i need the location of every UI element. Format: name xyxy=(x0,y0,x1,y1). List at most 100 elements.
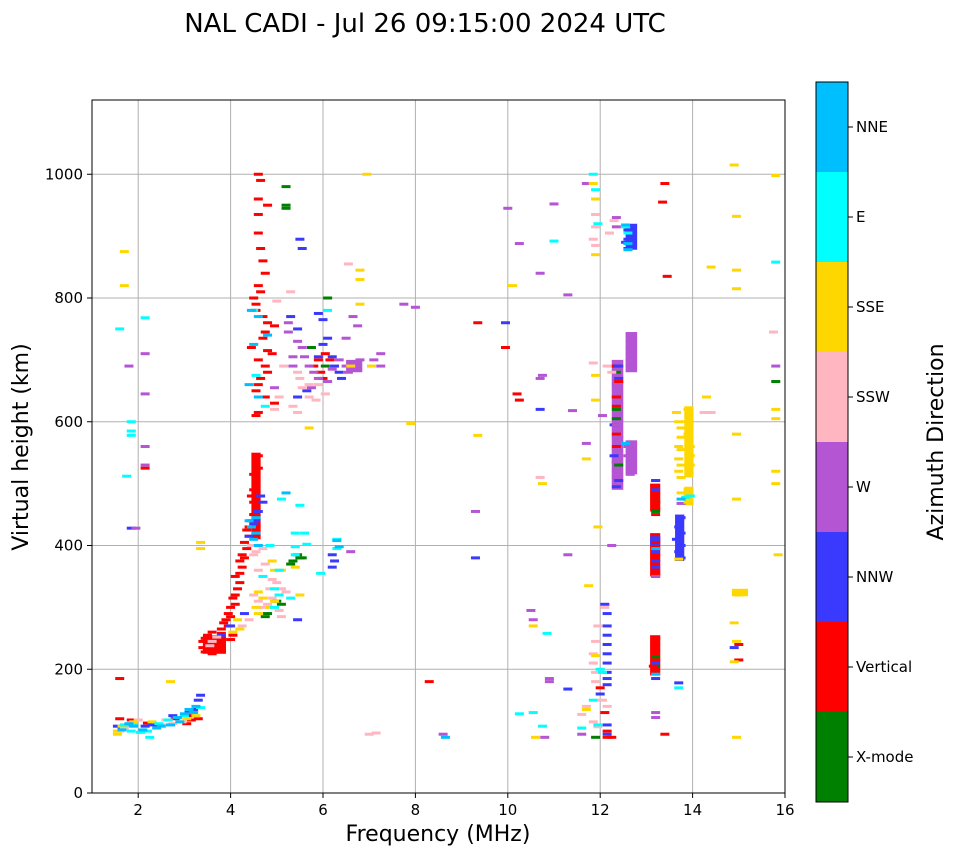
echo-point xyxy=(577,732,587,736)
colorbar-label: SSW xyxy=(856,388,890,406)
echo-point xyxy=(175,720,185,724)
echo-point xyxy=(593,725,603,729)
echo-point xyxy=(126,433,136,437)
echo-point xyxy=(588,661,598,665)
echo-point xyxy=(625,352,635,356)
echo-point xyxy=(219,621,229,625)
echo-point xyxy=(734,593,744,597)
y-tick-label: 200 xyxy=(54,660,83,678)
echo-point xyxy=(602,735,612,739)
echo-point xyxy=(567,409,577,413)
echo-point xyxy=(348,315,358,319)
echo-point xyxy=(593,624,603,628)
echo-point xyxy=(602,661,612,665)
x-tick-label: 6 xyxy=(318,801,328,819)
echo-point xyxy=(313,376,323,380)
echo-point xyxy=(507,284,517,288)
echo-point xyxy=(193,717,203,721)
echo-point xyxy=(651,553,661,557)
echo-point xyxy=(182,722,192,726)
echo-point xyxy=(182,717,192,721)
x-tick-label: 10 xyxy=(498,801,517,819)
echo-point xyxy=(320,392,330,396)
y-tick-label: 1000 xyxy=(45,165,83,183)
echo-point xyxy=(611,448,621,452)
echo-point xyxy=(500,346,510,349)
echo-point xyxy=(189,711,199,715)
echo-point xyxy=(602,633,612,637)
echo-point xyxy=(140,392,150,396)
echo-point xyxy=(581,441,591,445)
echo-point xyxy=(263,612,273,616)
echo-point xyxy=(729,646,739,650)
echo-point xyxy=(602,683,612,687)
echo-point xyxy=(274,568,284,572)
echo-point xyxy=(163,718,173,722)
echo-point xyxy=(588,698,598,702)
echo-point xyxy=(327,367,337,371)
echo-point xyxy=(676,491,686,495)
echo-point xyxy=(611,423,621,427)
echo-point xyxy=(674,525,684,529)
echo-point xyxy=(623,242,633,246)
echo-point xyxy=(253,358,263,362)
echo-point xyxy=(216,627,226,631)
echo-point xyxy=(651,716,661,720)
echo-point xyxy=(611,216,621,220)
echo-point xyxy=(410,305,420,309)
echo-point xyxy=(602,729,612,733)
echo-point xyxy=(676,501,686,505)
echo-point xyxy=(611,460,621,464)
echo-point xyxy=(172,716,182,720)
echo-point xyxy=(528,618,538,622)
colorbar-label: NNE xyxy=(856,118,888,136)
echo-point xyxy=(253,172,263,176)
echo-point xyxy=(623,228,633,232)
echo-point xyxy=(267,578,277,582)
echo-point xyxy=(602,732,612,736)
echo-point xyxy=(625,333,635,337)
echo-point xyxy=(334,370,344,374)
echo-point xyxy=(598,670,608,674)
echo-point xyxy=(611,432,621,436)
echo-point xyxy=(549,239,559,243)
echo-point xyxy=(323,308,333,312)
echo-point xyxy=(591,225,601,229)
echo-point xyxy=(233,587,243,591)
echo-point xyxy=(265,587,275,591)
echo-point xyxy=(293,339,303,343)
echo-point xyxy=(267,559,277,563)
echo-point xyxy=(500,321,510,325)
echo-point xyxy=(286,290,296,294)
echo-point xyxy=(473,321,483,325)
echo-point xyxy=(376,352,386,356)
echo-point xyxy=(221,618,231,622)
x-tick-label: 16 xyxy=(775,801,794,819)
echo-point xyxy=(145,735,155,739)
echo-point xyxy=(253,410,263,414)
echo-point xyxy=(355,358,365,362)
echo-point xyxy=(288,404,298,408)
echo-point xyxy=(376,364,386,368)
echo-point xyxy=(253,509,263,513)
echo-point xyxy=(260,404,270,408)
echo-point xyxy=(235,571,245,575)
colorbar-label: SSE xyxy=(856,298,885,316)
echo-point xyxy=(237,624,247,628)
x-tick-label: 12 xyxy=(591,801,610,819)
echo-point xyxy=(193,698,203,702)
echo-point xyxy=(131,526,141,530)
echo-point xyxy=(591,735,601,739)
echo-point xyxy=(251,389,261,393)
echo-point xyxy=(611,383,621,387)
echo-point xyxy=(651,711,661,715)
echo-point xyxy=(281,185,291,189)
echo-point xyxy=(269,587,279,591)
echo-point xyxy=(293,410,303,414)
x-tick-label: 4 xyxy=(226,801,236,819)
echo-point xyxy=(230,574,240,578)
echo-point xyxy=(126,429,136,433)
echo-point xyxy=(651,672,661,676)
echo-point xyxy=(235,581,245,585)
echo-point xyxy=(297,556,307,560)
